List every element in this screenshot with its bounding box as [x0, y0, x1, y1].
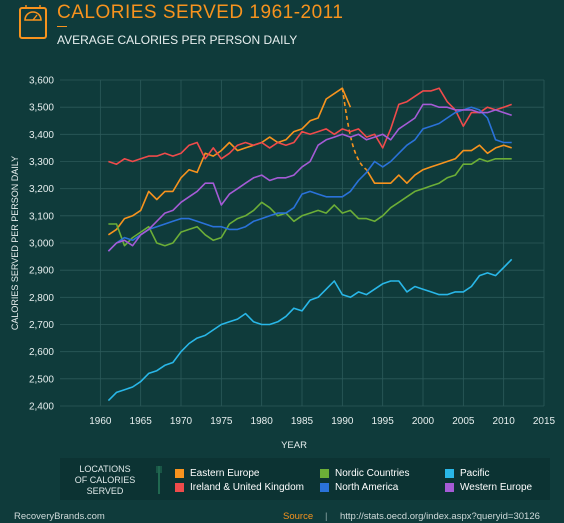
- axes: 2,400 2,500 2,600 2,700 2,800 2,900 3,000 3,100…: [10, 76, 556, 452]
- legend-item-ireland-uk: Ireland & United Kingdom: [175, 482, 304, 494]
- x-tick-label: 2000: [412, 416, 435, 427]
- x-tick-label: 1990: [331, 416, 354, 427]
- legend-title-line: SERVED: [86, 486, 124, 496]
- legend-label: Pacific: [460, 468, 490, 479]
- legend-swatch: [175, 482, 184, 492]
- legend-swatch: [320, 482, 329, 492]
- series-line-ireland-united-kingdom: [108, 87, 512, 165]
- y-tick-label: 3,500: [29, 103, 54, 114]
- legend-item-north-america: North America: [320, 482, 398, 494]
- y-axis-label: CALORIES SERVED PER PERSON DAILY: [10, 156, 20, 330]
- series-line-pacific: [107, 258, 513, 402]
- legend-label: North America: [335, 482, 399, 493]
- legend-label: Western Europe: [460, 482, 533, 493]
- legend-item-western-europe: Western Europe: [445, 482, 532, 494]
- chart-title: CALORIES SERVED 1961-2011: [57, 2, 344, 23]
- legend-label: Eastern Europe: [190, 468, 260, 479]
- line-chart: 2,400 2,500 2,600 2,700 2,800 2,900 3,000 3,100…: [10, 76, 556, 452]
- series-line-eastern-europe: [365, 144, 512, 184]
- x-tick-label: 1975: [210, 416, 233, 427]
- series-lines: [107, 87, 513, 402]
- y-tick-label: 2,800: [29, 293, 54, 304]
- y-tick-label: 2,600: [29, 347, 54, 358]
- legend-swatch: [445, 468, 454, 478]
- series-line-western-europe: [107, 103, 512, 252]
- x-tick-label: 1965: [130, 416, 153, 427]
- x-tick-label: 2005: [452, 416, 475, 427]
- chart-subtitle: AVERAGE CALORIES PER PERSON DAILY: [57, 33, 298, 47]
- legend-item-nordic: Nordic Countries: [320, 468, 409, 480]
- y-tick-label: 3,000: [29, 239, 54, 250]
- y-tick-label: 3,300: [29, 157, 54, 168]
- y-tick-label: 3,200: [29, 184, 54, 195]
- y-tick-label: 3,100: [29, 211, 54, 222]
- legend-item-pacific: Pacific: [445, 468, 489, 480]
- y-tick-label: 2,400: [29, 402, 54, 413]
- x-tick-label: 1995: [372, 416, 395, 427]
- series-line-nordic-countries: [108, 158, 512, 247]
- legend-title-line: LOCATIONS: [79, 464, 131, 474]
- legend-swatch: [445, 482, 454, 492]
- x-axis-label: YEAR: [281, 440, 307, 451]
- series-line-eastern-europe: [107, 87, 352, 236]
- y-tick-label: 3,600: [29, 76, 54, 87]
- chart-header: CALORIES SERVED 1961-2011 AVERAGE CALORI…: [0, 0, 564, 56]
- legend-label: Nordic Countries: [335, 468, 410, 479]
- y-tick-label: 2,700: [29, 320, 54, 331]
- x-tick-label: 2015: [533, 416, 556, 427]
- legend: LOCATIONS OF CALORIES SERVED Eastern Eur…: [60, 458, 550, 500]
- title-underline: [57, 26, 67, 27]
- brand-link[interactable]: RecoveryBrands.com: [14, 511, 105, 522]
- x-tick-label: 1985: [291, 416, 314, 427]
- x-tick-label: 1960: [89, 416, 112, 427]
- fork-icon: [156, 466, 162, 494]
- legend-title-line: OF CALORIES: [74, 475, 136, 485]
- legend-title: LOCATIONS OF CALORIES SERVED: [60, 464, 150, 497]
- y-tick-label: 2,900: [29, 266, 54, 277]
- scale-icon: [19, 5, 47, 39]
- x-tick-label: 2010: [493, 416, 516, 427]
- series-gap-eastern-europe: [341, 88, 368, 171]
- source-label: Source: [283, 511, 314, 522]
- legend-swatch: [175, 468, 184, 478]
- series-line-north-america: [107, 106, 512, 252]
- y-tick-label: 3,400: [29, 130, 54, 141]
- legend-label: Ireland & United Kingdom: [190, 482, 304, 493]
- footer-separator: |: [325, 511, 328, 522]
- y-tick-label: 2,500: [29, 374, 54, 385]
- x-tick-label: 1970: [170, 416, 193, 427]
- legend-swatch: [320, 468, 329, 478]
- x-tick-label: 1980: [251, 416, 274, 427]
- source-url-link[interactable]: http://stats.oecd.org/index.aspx?queryid…: [340, 511, 540, 522]
- legend-item-eastern-europe: Eastern Europe: [175, 468, 260, 480]
- footer: RecoveryBrands.com Source | http://stats…: [0, 508, 564, 523]
